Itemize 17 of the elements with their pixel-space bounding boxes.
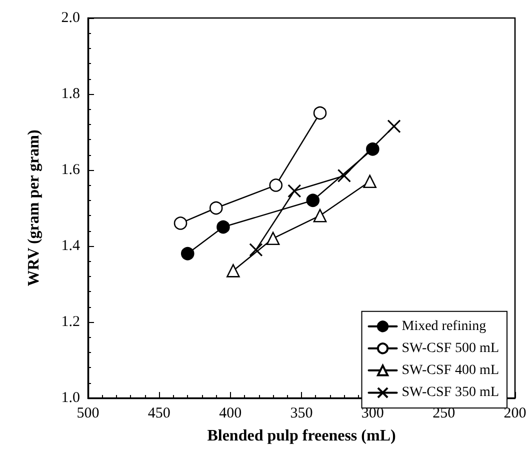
x-tick-label: 400 (219, 406, 242, 422)
legend-label: SW-CSF 500 mL (402, 340, 500, 356)
x-tick-label: 500 (76, 406, 100, 422)
y-tick-label: 1.8 (61, 86, 80, 102)
legend-label: SW-CSF 400 mL (402, 362, 500, 378)
x-tick-label: 200 (504, 406, 526, 422)
legend-label: Mixed refining (402, 318, 486, 334)
y-tick-label: 1.6 (61, 162, 80, 178)
x-axis-title: Blended pulp freeness (mL) (207, 428, 396, 444)
x-tick-label: 450 (148, 406, 170, 422)
legend-label: SW-CSF 350 mL (402, 385, 500, 400)
x-tick-label: 350 (290, 406, 313, 422)
y-axis-title: WRV (gram per gram) (26, 130, 42, 286)
y-tick-label: 1.2 (61, 314, 80, 330)
y-tick-label: 1.0 (61, 390, 80, 406)
y-tick-label: 2.0 (61, 10, 80, 26)
y-tick-label: 1.4 (61, 238, 80, 254)
